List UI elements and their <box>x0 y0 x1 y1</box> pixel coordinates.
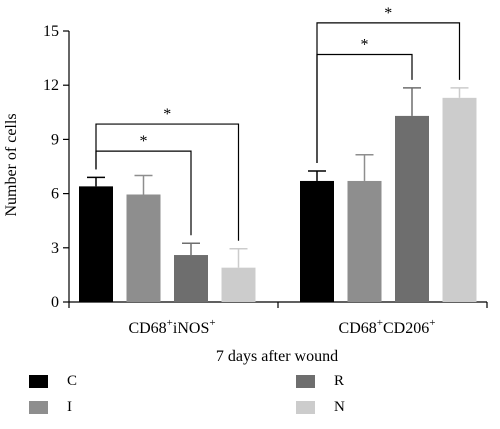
legend-label: C <box>67 373 78 389</box>
legend-swatch <box>296 375 315 388</box>
legend-label: N <box>334 399 345 415</box>
bar-R-0 <box>174 255 208 302</box>
legend-item-C: C <box>29 373 77 390</box>
legend-item-I: I <box>29 399 72 416</box>
x-axis-label: 7 days after wound <box>216 348 338 365</box>
legend-item-R: R <box>296 373 344 390</box>
axis-labels: Number of cells 7 days after wound CD68+… <box>3 113 435 365</box>
legend-item-N: N <box>296 399 345 416</box>
bar-N-0 <box>221 267 256 302</box>
legend-swatch <box>296 401 315 414</box>
bar-C-0 <box>79 186 113 302</box>
bars <box>79 87 477 302</box>
bar-C-1 <box>300 180 334 302</box>
x-tick-label: CD68+CD206+ <box>339 317 436 337</box>
y-tick-label: 15 <box>43 23 59 40</box>
bar-I-1 <box>347 180 382 302</box>
significance-brackets: * * * * <box>95 5 461 241</box>
bar-R-1 <box>395 115 429 302</box>
y-tick-label: 3 <box>51 240 59 257</box>
significance-bracket <box>95 123 240 241</box>
legend-swatch <box>29 401 48 414</box>
y-axis-label: Number of cells <box>3 113 20 216</box>
y-tick-label: 0 <box>51 294 59 311</box>
significance-bracket <box>316 22 461 164</box>
significance-star: * <box>140 133 148 150</box>
y-tick-label: 6 <box>51 186 59 203</box>
significance-star: * <box>163 106 171 123</box>
legend-label: I <box>67 399 72 415</box>
legend-swatch <box>29 375 48 388</box>
x-tick-label: CD68+iNOS+ <box>128 317 215 337</box>
significance-star: * <box>361 36 369 53</box>
bar-I-0 <box>126 194 161 302</box>
y-tick-label: 9 <box>51 131 59 148</box>
legend-label: R <box>334 373 345 389</box>
bar-N-1 <box>442 97 477 302</box>
significance-star: * <box>384 5 392 22</box>
y-tick-label: 12 <box>43 77 59 94</box>
